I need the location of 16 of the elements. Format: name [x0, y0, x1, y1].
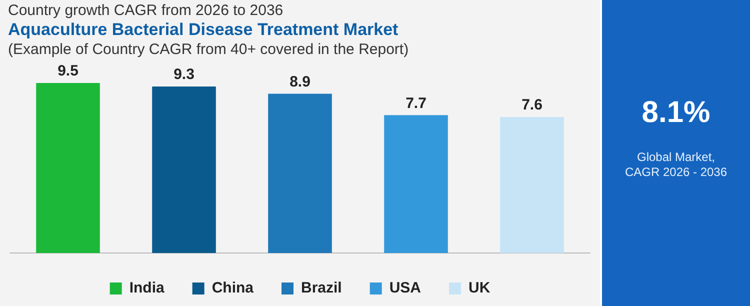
legend-label: China	[212, 280, 254, 297]
data-label: 8.9	[290, 73, 310, 90]
legend-label: USA	[389, 280, 422, 297]
legend-label: Brazil	[300, 280, 342, 297]
text: Global Market,	[636, 150, 716, 164]
chart-subtitle: Country growth CAGR from 2026 to 2036	[8, 2, 284, 19]
legend-label: India	[129, 280, 165, 297]
data-label: 7.7	[406, 94, 426, 112]
chart-title: Aquaculture Bacterial Disease Treatment Market	[8, 20, 398, 40]
text: CAGR 2026 - 2036	[624, 165, 728, 179]
text: 8.1%	[640, 96, 712, 130]
data-label: 7.6	[522, 96, 542, 114]
data-label: 9.5	[58, 62, 78, 80]
text: (Example of Country CAGR from 40+ covered in the Report)	[8, 41, 409, 58]
legend-label: UK	[468, 280, 490, 297]
data-label: 9.3	[174, 66, 194, 84]
